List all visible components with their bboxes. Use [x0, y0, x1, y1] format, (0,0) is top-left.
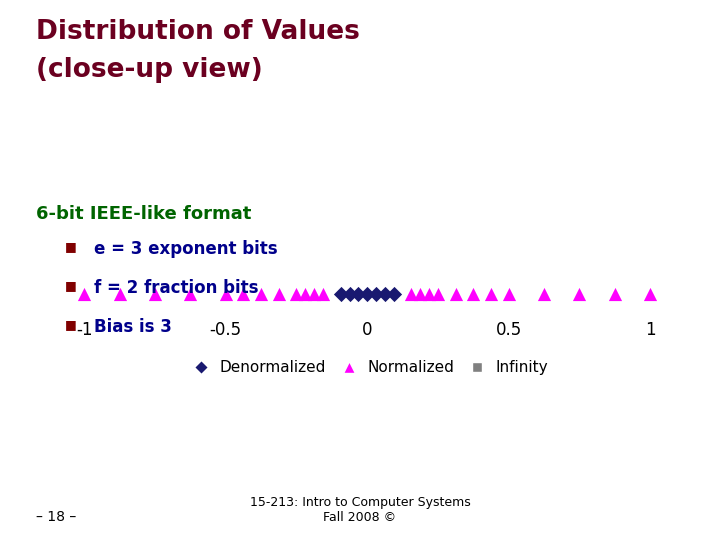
Text: ■: ■ — [65, 318, 76, 331]
Point — [379, 290, 391, 299]
Point — [485, 290, 497, 299]
Point — [78, 290, 90, 299]
Point — [335, 290, 346, 299]
Point — [149, 290, 161, 299]
Point — [415, 290, 426, 299]
Point — [423, 290, 435, 299]
Text: Bias is 3: Bias is 3 — [94, 318, 171, 336]
Point — [432, 290, 444, 299]
Point — [539, 290, 550, 299]
Point — [361, 290, 373, 299]
Text: e = 3 exponent bits: e = 3 exponent bits — [94, 240, 277, 258]
Point — [388, 290, 400, 299]
Point — [574, 290, 585, 299]
Point — [291, 290, 302, 299]
Text: Distribution of Values: Distribution of Values — [36, 19, 360, 45]
Point — [114, 290, 125, 299]
Text: ■: ■ — [65, 279, 76, 292]
Point — [503, 290, 514, 299]
Point — [318, 290, 329, 299]
Text: f = 2 fraction bits: f = 2 fraction bits — [94, 279, 258, 297]
Point — [405, 290, 417, 299]
Point — [300, 290, 311, 299]
Text: 6-bit IEEE-like format: 6-bit IEEE-like format — [36, 205, 251, 223]
Point — [184, 290, 196, 299]
Point — [308, 290, 320, 299]
Point — [467, 290, 479, 299]
Point — [609, 290, 621, 299]
Point — [220, 290, 232, 299]
Point — [238, 290, 249, 299]
Point — [370, 290, 382, 299]
Text: 15-213: Intro to Computer Systems
Fall 2008 ©: 15-213: Intro to Computer Systems Fall 2… — [250, 496, 470, 524]
Point — [256, 290, 267, 299]
Point — [644, 290, 656, 299]
Point — [343, 290, 355, 299]
Text: (close-up view): (close-up view) — [36, 57, 263, 83]
Text: ■: ■ — [65, 240, 76, 253]
Text: – 18 –: – 18 – — [36, 510, 76, 524]
Legend: Denormalized, Normalized, Infinity: Denormalized, Normalized, Infinity — [180, 354, 554, 381]
Point — [273, 290, 284, 299]
Point — [353, 290, 364, 299]
Point — [450, 290, 462, 299]
